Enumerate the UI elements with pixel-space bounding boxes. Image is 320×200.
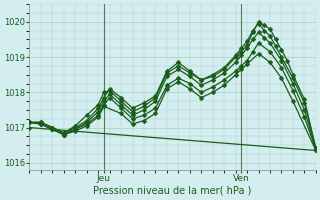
X-axis label: Pression niveau de la mer( hPa ): Pression niveau de la mer( hPa ) [93,186,252,196]
